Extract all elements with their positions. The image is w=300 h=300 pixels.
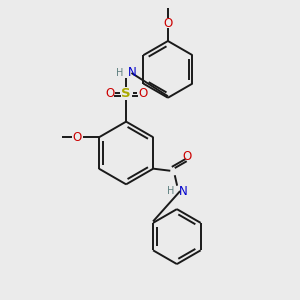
Text: H: H: [116, 68, 123, 78]
Text: N: N: [128, 67, 136, 80]
Text: O: O: [73, 131, 82, 144]
Text: N: N: [179, 184, 188, 198]
Text: H: H: [167, 186, 175, 196]
Text: O: O: [105, 87, 114, 100]
Text: O: O: [163, 16, 172, 30]
Text: O: O: [183, 150, 192, 163]
Text: S: S: [121, 87, 131, 100]
Text: O: O: [138, 87, 147, 100]
